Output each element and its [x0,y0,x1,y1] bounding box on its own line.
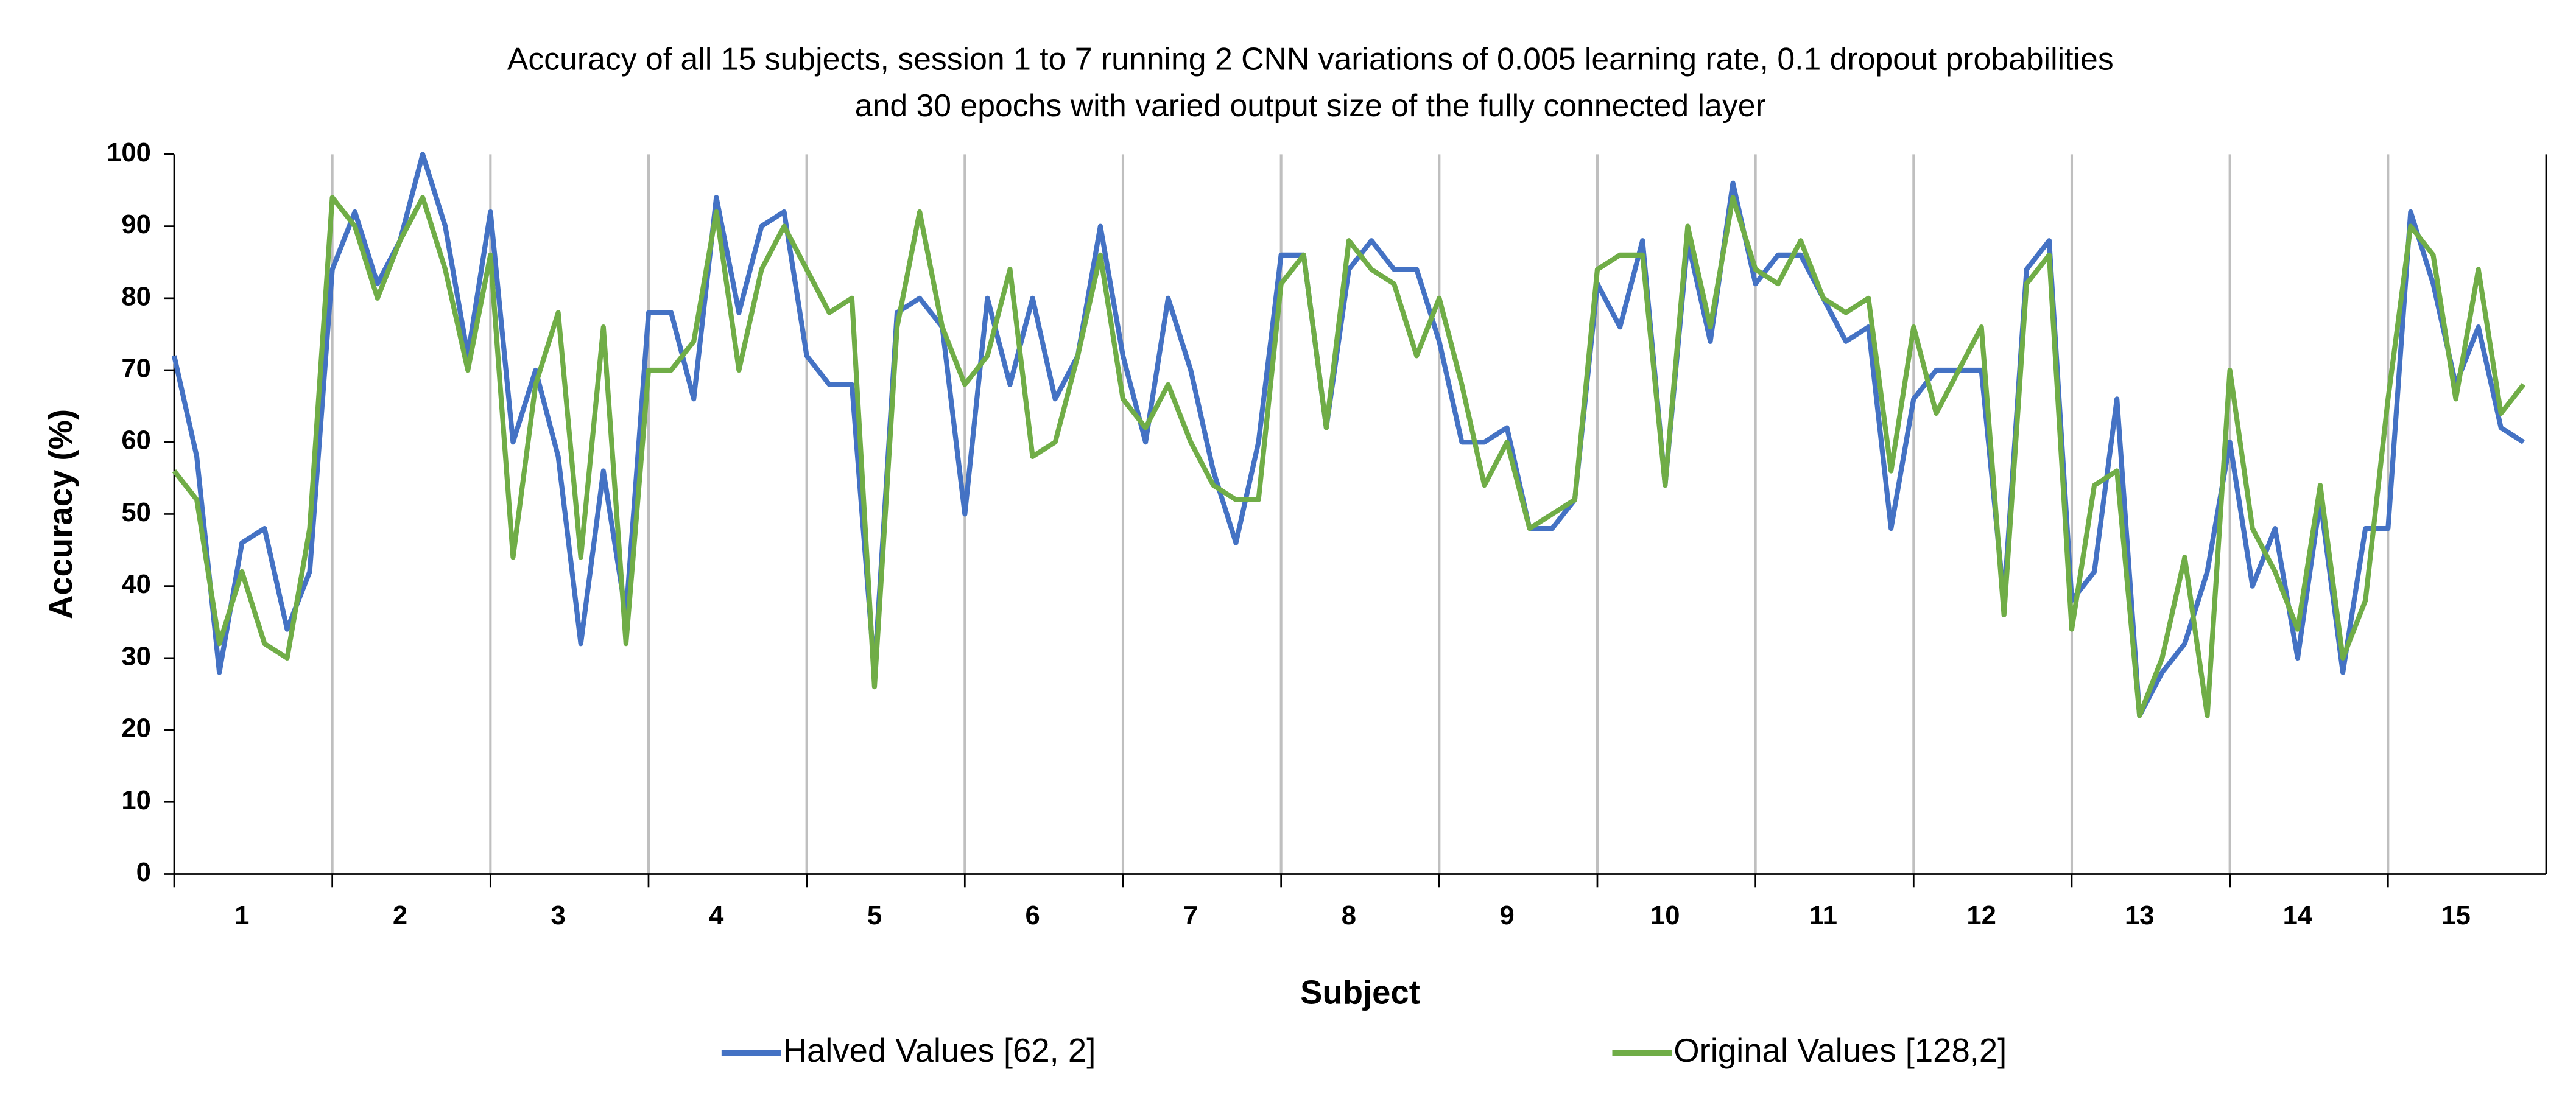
chart-title: and 30 epochs with varied output size of… [855,88,1766,123]
y-tick-label: 60 [121,426,150,455]
x-tick-label: 15 [2441,901,2470,930]
y-tick-label: 30 [121,642,150,671]
x-axis-title: Subject [1300,974,1420,1011]
x-tick-label: 1 [234,901,249,930]
x-tick-label: 14 [2283,901,2312,930]
x-tick-label: 12 [1966,901,1996,930]
y-tick-label: 50 [121,498,150,527]
y-tick-label: 70 [121,354,150,384]
x-tick-label: 13 [2125,901,2154,930]
x-tick-label: 3 [551,901,565,930]
x-tick-label: 8 [1342,901,1356,930]
x-tick-label: 4 [709,901,723,930]
y-tick-label: 40 [121,570,150,599]
legend-label: Original Values [128,2] [1673,1032,2007,1069]
x-tick-label: 2 [393,901,407,930]
x-tick-label: 11 [1809,901,1837,930]
chart-title: Accuracy of all 15 subjects, session 1 t… [507,41,2114,77]
y-tick-label: 80 [121,282,150,311]
data-line [172,195,2526,718]
y-tick-label: 20 [121,714,150,743]
x-tick-label: 9 [1499,901,1514,930]
x-tick-label: 6 [1025,901,1040,930]
x-tick-label: 10 [1650,901,1680,930]
y-axis-title: Accuracy (%) [42,409,79,619]
legend-label: Halved Values [62, 2] [783,1032,1096,1069]
y-tick-label: 90 [121,210,150,239]
y-tick-label: 10 [121,786,150,815]
x-tick-label: 5 [867,901,882,930]
y-tick-label: 100 [107,138,151,167]
y-tick-label: 0 [136,858,151,887]
x-tick-label: 7 [1183,901,1198,930]
